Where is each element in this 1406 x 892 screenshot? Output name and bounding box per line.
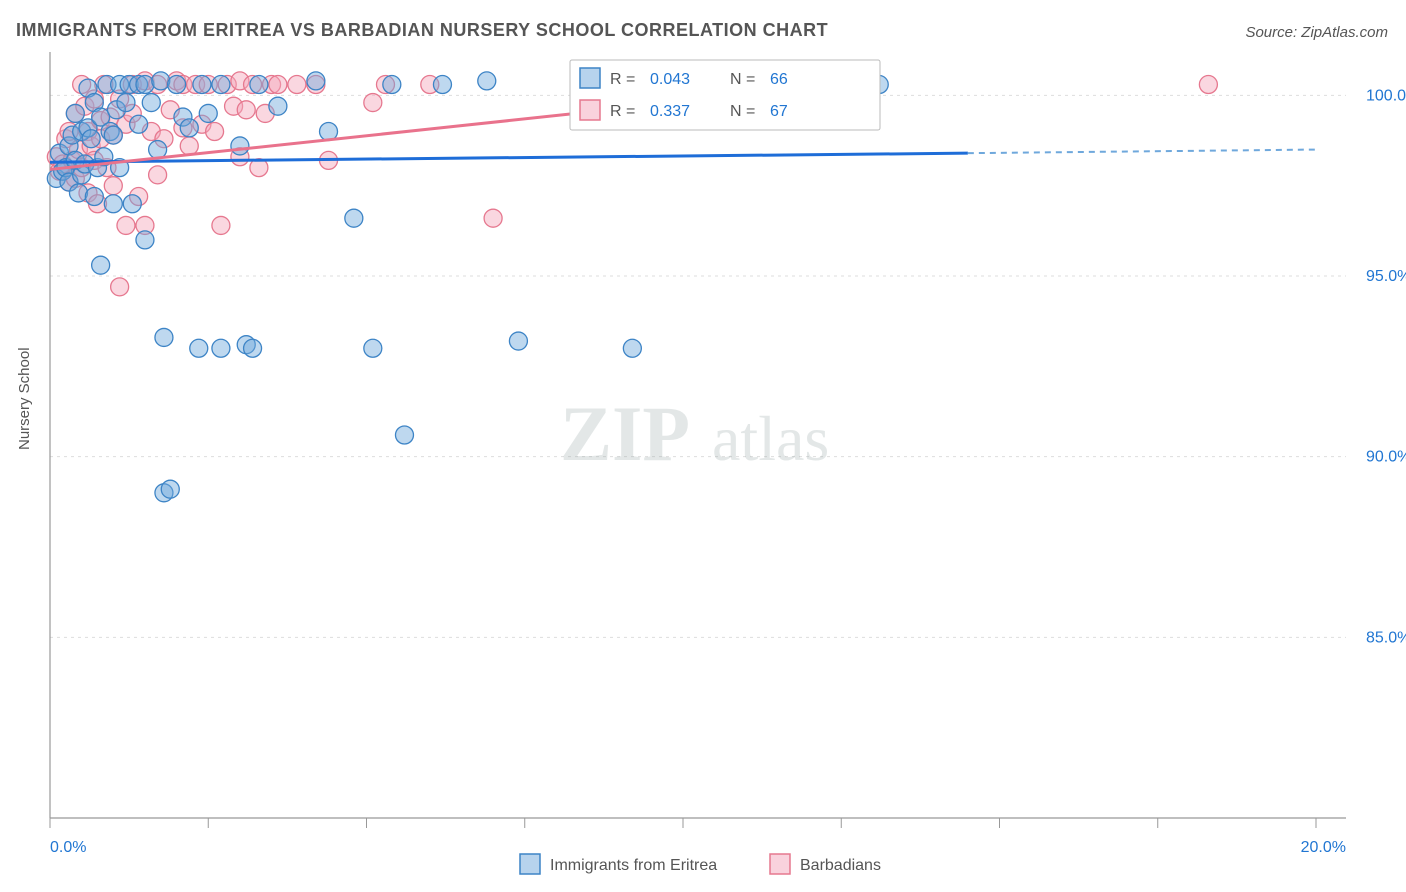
correlation-chart: 85.0% 90.0% 95.0% 100.0% ZIP atlas 0.0% 20.0% R … — [0, 0, 1406, 892]
data-point-barbadians — [111, 278, 129, 296]
data-point-eritrea — [161, 480, 179, 498]
data-point-eritrea — [136, 231, 154, 249]
data-point-eritrea — [244, 339, 262, 357]
stat-n-value-barbadians: 67 — [770, 103, 788, 120]
data-point-barbadians — [180, 137, 198, 155]
data-point-eritrea — [623, 339, 641, 357]
stat-r-value-eritrea: 0.043 — [650, 71, 690, 88]
data-point-eritrea — [180, 119, 198, 137]
watermark-zip: ZIP — [560, 390, 690, 477]
data-point-eritrea — [345, 209, 363, 227]
legend-label-eritrea: Immigrants from Eritrea — [550, 857, 717, 874]
data-point-eritrea — [250, 76, 268, 94]
data-point-eritrea — [364, 339, 382, 357]
data-point-barbadians — [104, 177, 122, 195]
legend-swatch-barbadians — [580, 100, 600, 120]
data-point-barbadians — [484, 209, 502, 227]
stat-n-label: N = — [730, 103, 755, 120]
data-point-eritrea — [136, 76, 154, 94]
data-point-barbadians — [149, 166, 167, 184]
legend-swatch-eritrea — [580, 68, 600, 88]
data-point-barbadians — [364, 94, 382, 112]
data-point-barbadians — [206, 122, 224, 140]
data-point-eritrea — [92, 256, 110, 274]
x-tick-label: 20.0% — [1301, 839, 1346, 856]
data-point-eritrea — [269, 97, 287, 115]
data-point-barbadians — [269, 76, 287, 94]
data-point-barbadians — [212, 216, 230, 234]
data-point-eritrea — [104, 195, 122, 213]
data-point-eritrea — [104, 126, 122, 144]
legend-label-barbadians: Barbadians — [800, 857, 881, 874]
data-point-eritrea — [395, 426, 413, 444]
stat-n-label: N = — [730, 71, 755, 88]
data-point-eritrea — [130, 115, 148, 133]
y-tick-label: 95.0% — [1366, 268, 1406, 285]
data-point-eritrea — [193, 76, 211, 94]
data-point-eritrea — [82, 130, 100, 148]
data-point-eritrea — [85, 188, 103, 206]
data-point-barbadians — [237, 101, 255, 119]
trend-line-eritrea-extrapolated — [968, 150, 1316, 154]
data-point-eritrea — [307, 72, 325, 90]
stat-r-label: R = — [610, 71, 635, 88]
data-point-barbadians — [1199, 76, 1217, 94]
data-point-barbadians — [117, 216, 135, 234]
data-point-eritrea — [231, 137, 249, 155]
stat-n-value-eritrea: 66 — [770, 71, 788, 88]
data-point-eritrea — [152, 72, 170, 90]
data-point-eritrea — [509, 332, 527, 350]
data-point-eritrea — [212, 76, 230, 94]
data-point-barbadians — [288, 76, 306, 94]
data-point-eritrea — [155, 328, 173, 346]
data-point-eritrea — [212, 339, 230, 357]
data-point-eritrea — [142, 94, 160, 112]
y-tick-label: 90.0% — [1366, 449, 1406, 466]
data-point-eritrea — [478, 72, 496, 90]
data-point-eritrea — [383, 76, 401, 94]
data-point-eritrea — [69, 184, 87, 202]
watermark-atlas: atlas — [712, 403, 829, 474]
data-point-eritrea — [123, 195, 141, 213]
y-tick-label: 85.0% — [1366, 629, 1406, 646]
x-tick-label: 0.0% — [50, 839, 86, 856]
legend-swatch-barbadians — [770, 854, 790, 874]
data-point-eritrea — [433, 76, 451, 94]
data-point-eritrea — [190, 339, 208, 357]
data-point-eritrea — [117, 94, 135, 112]
legend-swatch-eritrea — [520, 854, 540, 874]
data-point-eritrea — [168, 76, 186, 94]
data-point-eritrea — [199, 104, 217, 122]
stat-r-value-barbadians: 0.337 — [650, 103, 690, 120]
data-point-eritrea — [66, 104, 84, 122]
stat-r-label: R = — [610, 103, 635, 120]
y-tick-label: 100.0% — [1366, 87, 1406, 104]
